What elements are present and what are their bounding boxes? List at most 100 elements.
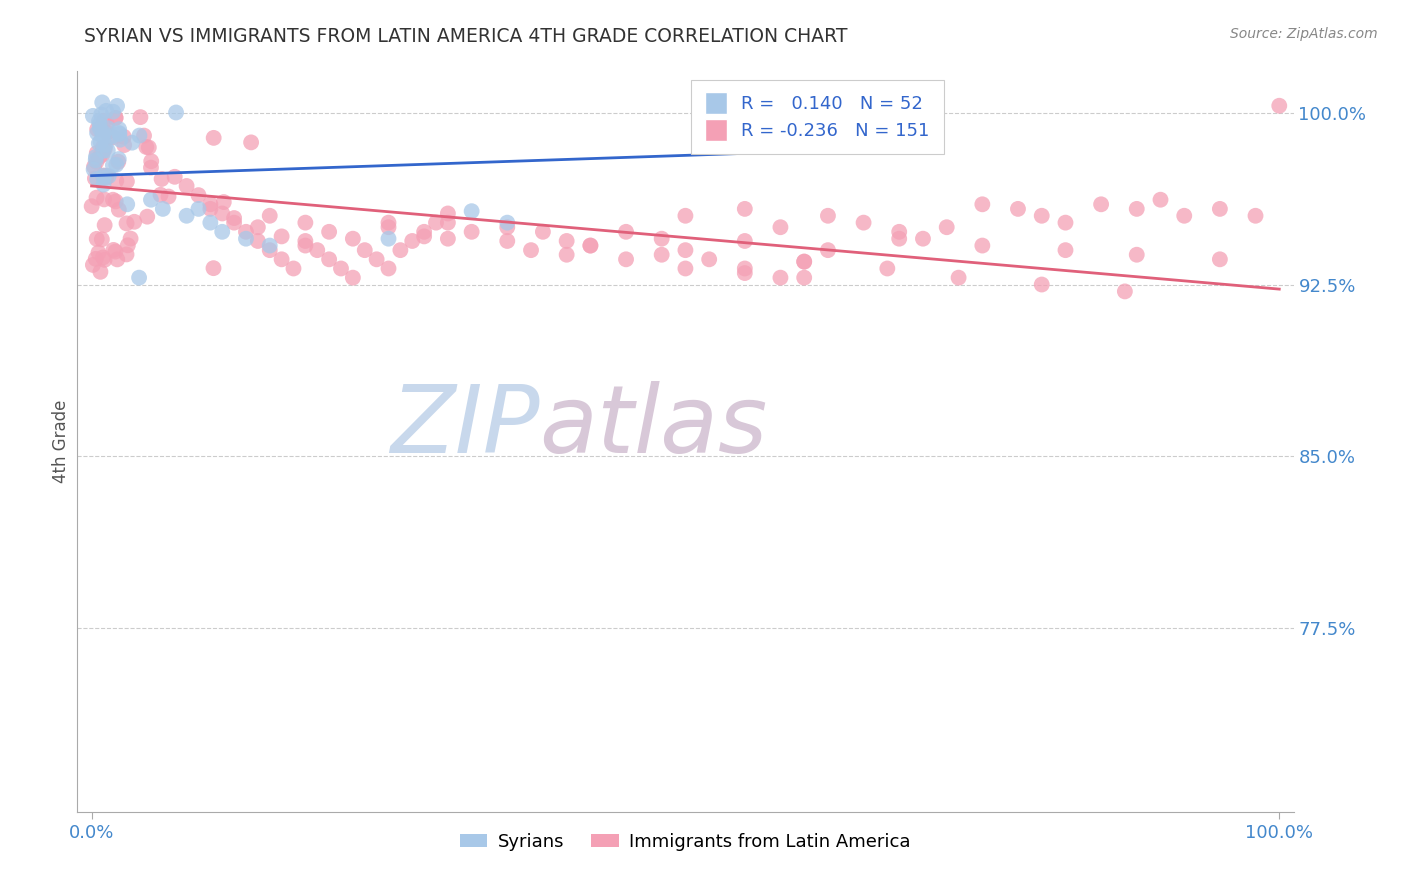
Point: [496, 216, 519, 230]
Point: [94, 103, 117, 118]
Point: [651, 232, 673, 246]
Point: [93, 193, 115, 207]
Point: [176, 209, 198, 223]
Point: [389, 243, 412, 257]
Point: [84, 153, 107, 168]
Point: [531, 225, 554, 239]
Point: [86, 191, 108, 205]
Point: [176, 178, 198, 193]
Point: [150, 172, 173, 186]
Point: [734, 261, 756, 276]
Point: [520, 243, 543, 257]
Point: [105, 252, 128, 267]
Point: [93, 126, 115, 140]
Point: [318, 225, 340, 239]
Point: [86, 122, 108, 136]
Point: [132, 128, 155, 143]
Point: [101, 104, 124, 119]
Point: [87, 245, 110, 260]
Point: [86, 154, 108, 169]
Point: [87, 136, 110, 151]
Point: [90, 107, 112, 121]
Point: [876, 261, 898, 276]
Point: [84, 171, 107, 186]
Point: [97, 169, 120, 183]
Point: [165, 105, 187, 120]
Point: [283, 261, 305, 276]
Point: [91, 169, 114, 183]
Legend: Syrians, Immigrants from Latin America: Syrians, Immigrants from Latin America: [453, 826, 918, 858]
Point: [675, 209, 697, 223]
Point: [1209, 202, 1232, 216]
Point: [115, 197, 138, 211]
Point: [89, 265, 111, 279]
Point: [105, 158, 128, 172]
Point: [105, 99, 128, 113]
Point: [330, 261, 353, 276]
Text: ZIP: ZIP: [389, 381, 540, 472]
Point: [734, 202, 756, 216]
Point: [342, 232, 364, 246]
Point: [89, 121, 111, 136]
Point: [1268, 99, 1291, 113]
Point: [793, 254, 815, 268]
Point: [93, 113, 115, 128]
Point: [1209, 252, 1232, 267]
Point: [91, 128, 114, 142]
Point: [1125, 248, 1147, 262]
Point: [96, 126, 118, 140]
Point: [1173, 209, 1195, 223]
Point: [104, 194, 127, 209]
Point: [84, 150, 107, 164]
Text: Source: ZipAtlas.com: Source: ZipAtlas.com: [1230, 27, 1378, 41]
Point: [83, 162, 105, 177]
Point: [1054, 216, 1077, 230]
Point: [149, 187, 172, 202]
Point: [91, 95, 114, 110]
Point: [224, 211, 246, 225]
Point: [93, 169, 115, 183]
Point: [200, 216, 222, 230]
Point: [651, 248, 673, 262]
Point: [87, 114, 110, 128]
Point: [96, 169, 118, 183]
Point: [93, 218, 115, 232]
Point: [104, 111, 127, 125]
Point: [120, 231, 142, 245]
Point: [460, 225, 482, 239]
Point: [437, 232, 460, 246]
Point: [138, 140, 160, 154]
Point: [91, 140, 114, 154]
Point: [496, 234, 519, 248]
Point: [437, 206, 460, 220]
Point: [96, 118, 118, 132]
Point: [104, 244, 127, 259]
Point: [93, 252, 115, 267]
Point: [128, 270, 150, 285]
Point: [1054, 243, 1077, 257]
Point: [89, 118, 111, 132]
Point: [270, 229, 292, 244]
Point: [139, 193, 162, 207]
Point: [294, 216, 316, 230]
Point: [972, 238, 994, 252]
Point: [163, 169, 186, 184]
Point: [769, 220, 792, 235]
Text: SYRIAN VS IMMIGRANTS FROM LATIN AMERICA 4TH GRADE CORRELATION CHART: SYRIAN VS IMMIGRANTS FROM LATIN AMERICA …: [84, 27, 848, 45]
Point: [270, 252, 292, 267]
Point: [675, 261, 697, 276]
Point: [413, 225, 436, 239]
Point: [117, 238, 139, 252]
Point: [366, 252, 388, 267]
Point: [697, 252, 720, 267]
Point: [152, 202, 174, 216]
Point: [89, 150, 111, 164]
Point: [579, 238, 602, 252]
Point: [734, 266, 756, 280]
Point: [86, 172, 108, 186]
Point: [425, 216, 447, 230]
Point: [734, 234, 756, 248]
Point: [141, 154, 163, 169]
Point: [94, 138, 117, 153]
Point: [889, 225, 911, 239]
